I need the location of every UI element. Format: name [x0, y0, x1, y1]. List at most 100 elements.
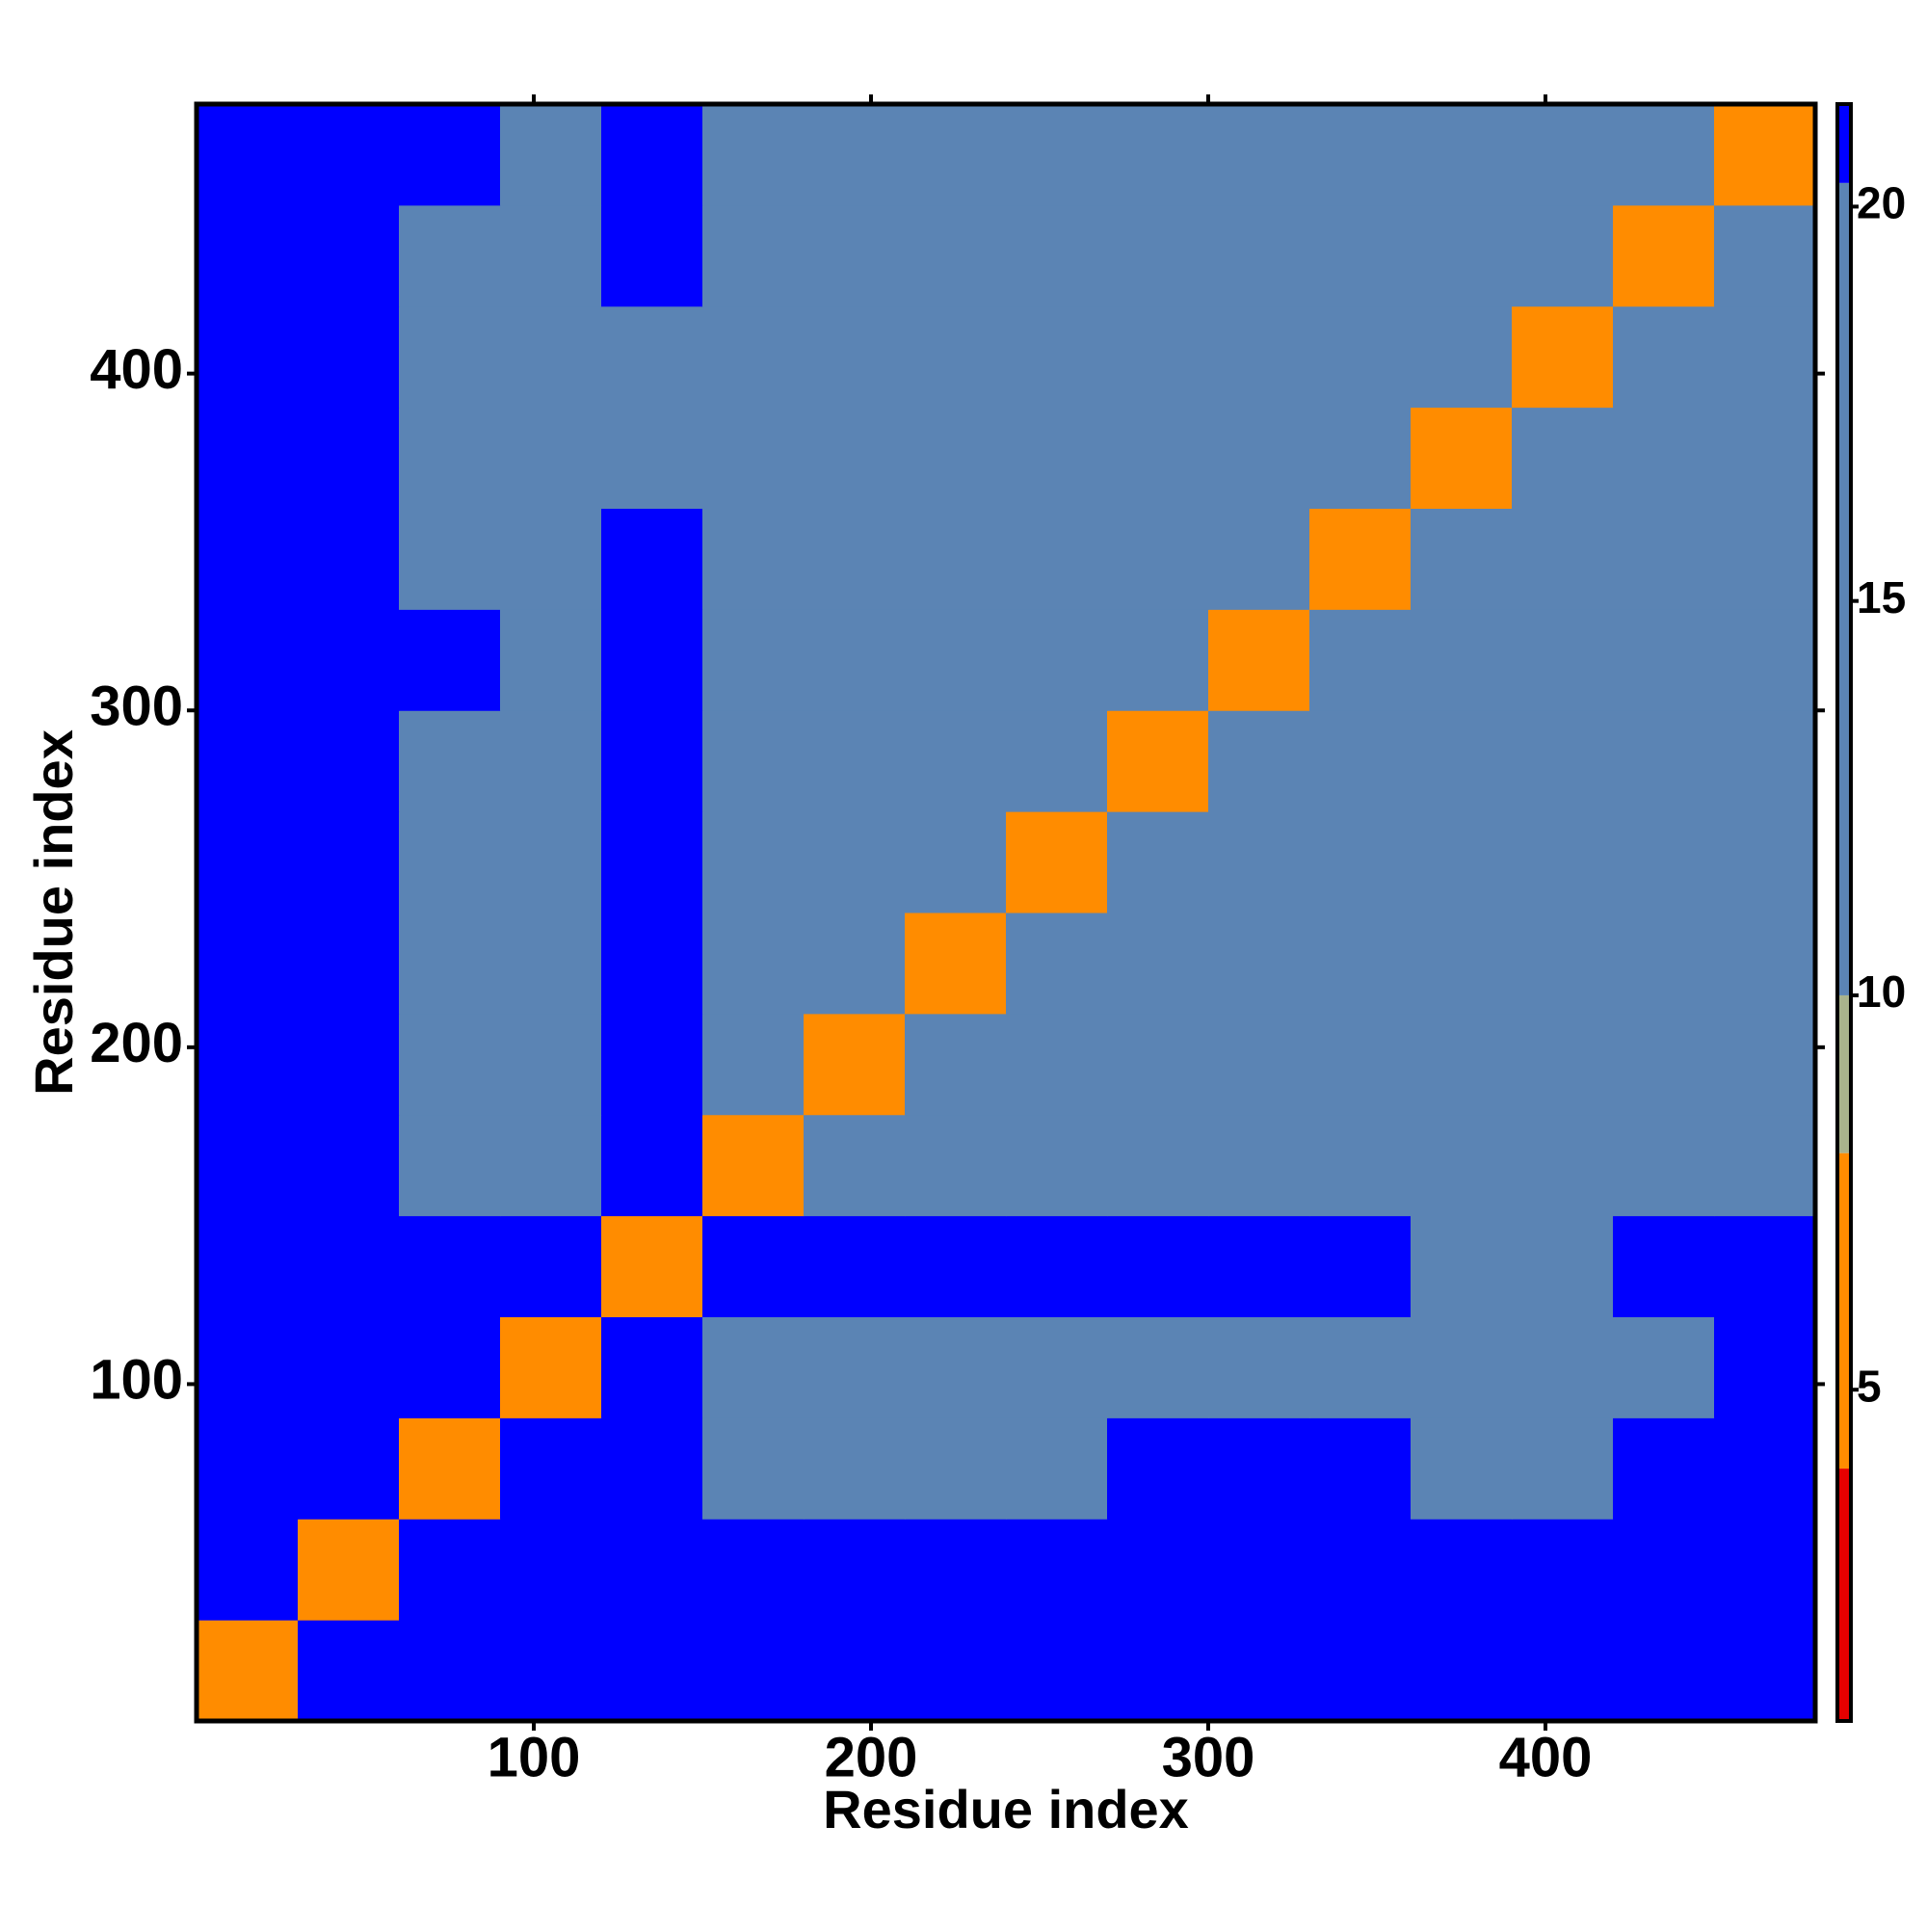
x-tick-label: 200	[825, 1726, 918, 1788]
heatmap-cell	[1714, 1215, 1816, 1317]
heatmap-cell	[1613, 407, 1715, 509]
heatmap-cell	[1512, 1620, 1614, 1722]
heatmap-cell	[1714, 104, 1816, 206]
heatmap-cell	[1411, 508, 1513, 610]
colorbar-segment	[1837, 1469, 1851, 1721]
colorbar-segment	[1837, 1152, 1851, 1469]
heatmap-cell	[1411, 305, 1513, 409]
heatmap-cell	[1006, 1417, 1108, 1520]
heatmap-cell	[1107, 1013, 1209, 1116]
heatmap-cell	[1714, 710, 1816, 812]
heatmap-cell	[1512, 1519, 1614, 1621]
heatmap-cell	[1006, 305, 1108, 409]
heatmap-cell	[804, 609, 906, 711]
heatmap-cell	[298, 508, 400, 610]
heatmap-cell	[1208, 204, 1310, 307]
heatmap-cell	[601, 305, 703, 409]
heatmap-cell	[1107, 1519, 1209, 1621]
heatmap-cell	[702, 305, 805, 409]
heatmap-cell	[1107, 305, 1209, 409]
heatmap-cell	[399, 710, 501, 812]
heatmap-cell	[399, 1316, 501, 1418]
heatmap-cell	[500, 811, 602, 913]
heatmap-cell	[1309, 1215, 1412, 1317]
heatmap-cell	[1512, 1316, 1614, 1418]
heatmap-cell	[1714, 1417, 1816, 1520]
heatmap-cell	[500, 1417, 602, 1520]
heatmap-cell	[1006, 104, 1108, 206]
heatmap-cell	[298, 710, 400, 812]
heatmap-cell	[804, 913, 906, 1015]
heatmap-cell	[197, 508, 299, 610]
colorbar-segment	[1837, 104, 1851, 183]
heatmap-cell	[1309, 913, 1412, 1015]
heatmap-cell	[804, 1417, 906, 1520]
heatmap-cell	[1309, 1013, 1412, 1116]
heatmap-cell	[601, 508, 703, 610]
heatmap-cell	[197, 407, 299, 509]
heatmap-cell	[804, 1519, 906, 1621]
heatmap-cell	[1613, 1620, 1715, 1722]
heatmap-cell	[1006, 407, 1108, 509]
y-tick-label: 200	[90, 1012, 183, 1074]
heatmap-cell	[1613, 104, 1715, 206]
heatmap-cell	[1411, 609, 1513, 711]
heatmap-cell	[905, 204, 1007, 307]
heatmap-cell	[601, 1215, 703, 1317]
heatmap-cell	[500, 1519, 602, 1621]
heatmap-cell	[905, 609, 1007, 711]
heatmap-cell	[1208, 1417, 1310, 1520]
heatmap-cell	[1006, 1114, 1108, 1217]
heatmap-cell	[399, 609, 501, 711]
colorbar-tick-label: 20	[1857, 178, 1906, 228]
heatmap-cell	[399, 508, 501, 610]
heatmap-cell	[399, 913, 501, 1015]
heatmap-cell	[1411, 811, 1513, 913]
heatmap-cell	[1107, 1114, 1209, 1217]
heatmap-cell	[1208, 913, 1310, 1015]
x-tick-label: 300	[1162, 1726, 1255, 1788]
heatmap-cell	[399, 1417, 501, 1520]
heatmap-cell	[702, 913, 805, 1015]
heatmap-cell	[905, 305, 1007, 409]
heatmap-cell	[1411, 1114, 1513, 1217]
heatmap-cell	[702, 1620, 805, 1722]
heatmap-cell	[1309, 104, 1412, 206]
heatmap-cell	[1006, 811, 1108, 913]
heatmap-cell	[500, 609, 602, 711]
heatmap-cell	[1309, 1114, 1412, 1217]
heatmap-cell	[500, 1316, 602, 1418]
heatmap-cell	[1208, 1519, 1310, 1621]
heatmap-cell	[1006, 913, 1108, 1015]
heatmap-cell	[1006, 1215, 1108, 1317]
heatmap-cell	[905, 710, 1007, 812]
heatmap-cell	[1714, 204, 1816, 307]
heatmap-cell	[197, 204, 299, 307]
heatmap-cell	[1309, 204, 1412, 307]
heatmap-cell	[1208, 609, 1310, 711]
heatmap-cell	[1006, 1519, 1108, 1621]
heatmap-cell	[197, 1620, 299, 1722]
heatmap-cell	[1613, 1316, 1715, 1418]
heatmap-cell	[1309, 1620, 1412, 1722]
heatmap-cell	[804, 508, 906, 610]
heatmap-cell	[1714, 609, 1816, 711]
heatmap-cell	[1411, 710, 1513, 812]
heatmap-cell	[399, 204, 501, 307]
heatmap-cell	[1208, 104, 1310, 206]
y-axis-title: Residue index	[23, 729, 84, 1096]
heatmap-cell	[1613, 913, 1715, 1015]
heatmap-cell	[197, 609, 299, 711]
heatmap-cell	[1714, 1519, 1816, 1621]
heatmap-cell	[1107, 710, 1209, 812]
heatmap-cell	[1512, 305, 1614, 409]
heatmap-cell	[601, 1013, 703, 1116]
heatmap-cell	[1613, 1417, 1715, 1520]
heatmap-cell	[601, 710, 703, 812]
plot-frame	[194, 101, 1818, 1724]
colorbar-segment	[1837, 994, 1851, 1153]
heatmap-cell	[1512, 609, 1614, 711]
heatmap-cell	[1309, 508, 1412, 610]
heatmap-cell	[399, 305, 501, 409]
